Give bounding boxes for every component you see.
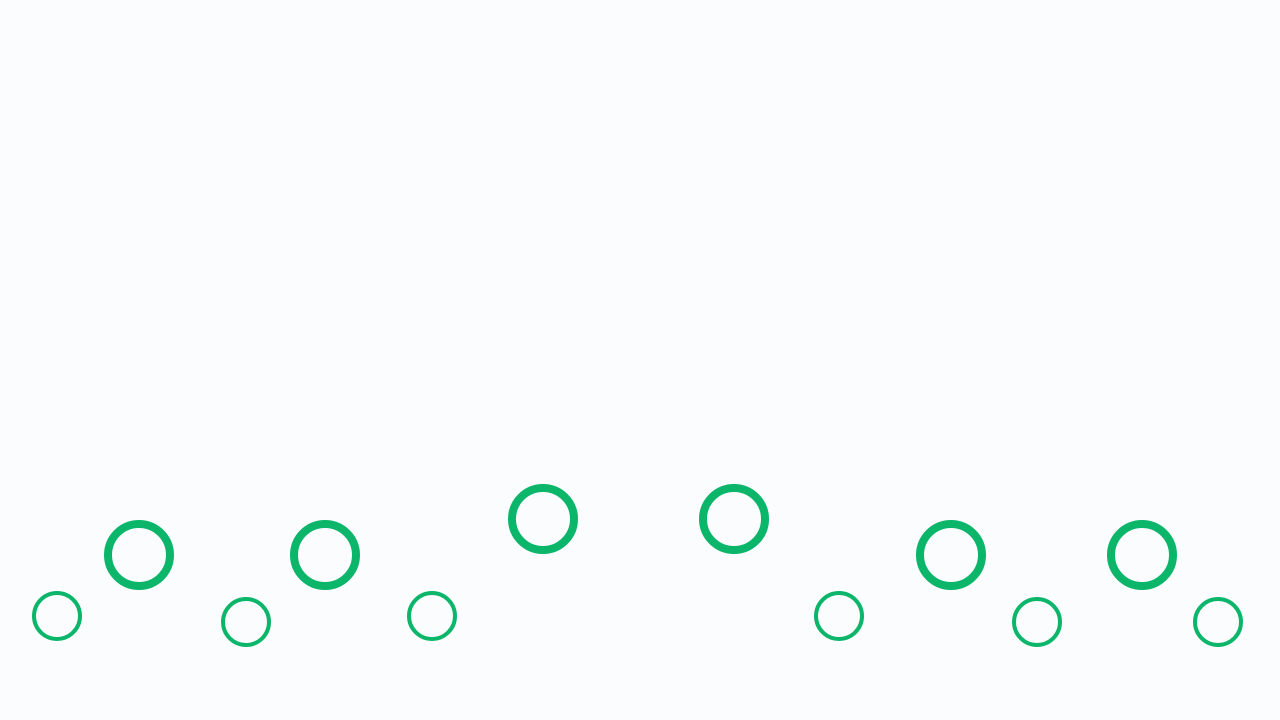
ring-icon [407, 591, 457, 641]
ring-icon [104, 520, 174, 590]
ring-icon [699, 484, 769, 554]
ring-icon [1193, 597, 1243, 647]
ring-icon [508, 484, 578, 554]
ring-icon [814, 591, 864, 641]
ring-icon [916, 520, 986, 590]
ring-icon [1107, 520, 1177, 590]
ring-icon [32, 591, 82, 641]
ring-icon [1012, 597, 1062, 647]
ring-icon [290, 520, 360, 590]
ring-icon [221, 597, 271, 647]
